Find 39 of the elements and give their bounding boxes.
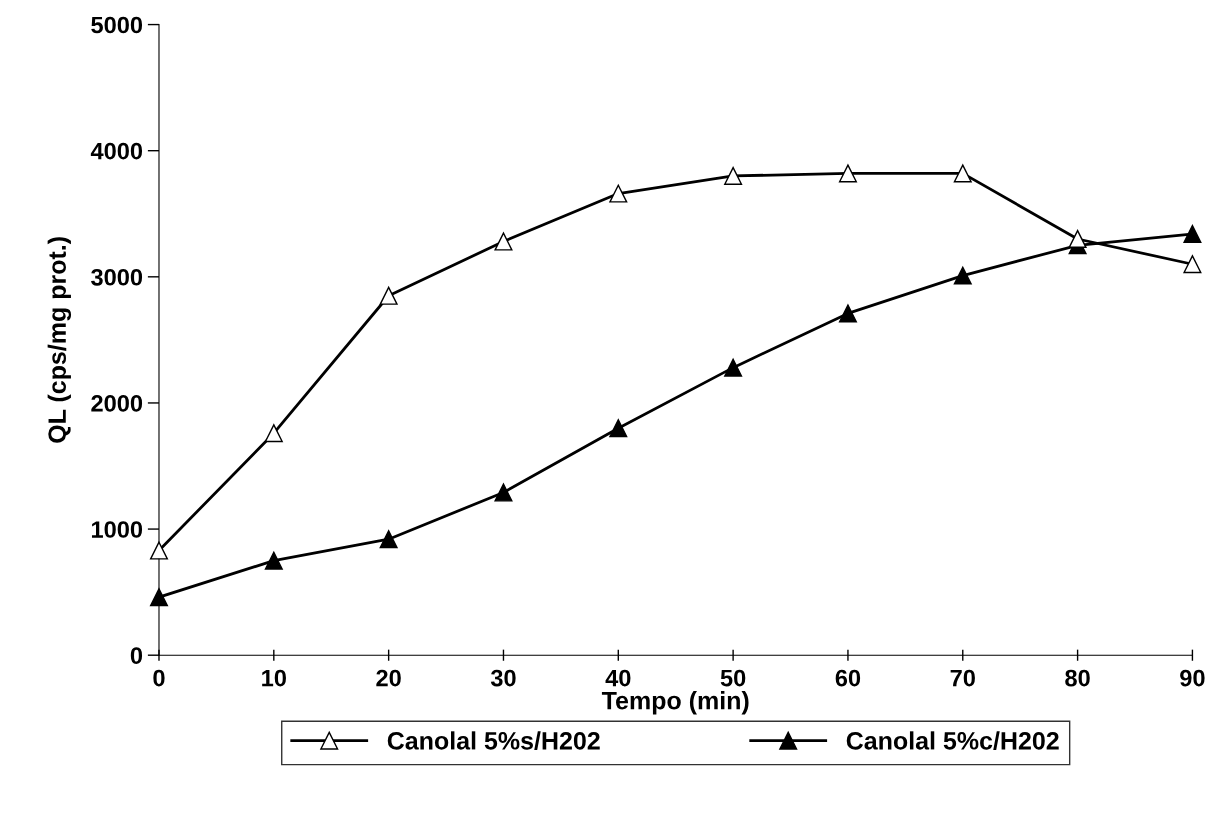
point: [149, 588, 169, 607]
point: [264, 551, 283, 570]
point: [379, 286, 398, 305]
point: [609, 419, 628, 438]
y-tick-label: 2000: [91, 395, 143, 412]
point: [953, 266, 972, 285]
y-tick-label: 0: [130, 647, 143, 664]
point: [494, 232, 513, 251]
point: [494, 483, 513, 502]
x-axis-title: Tempo (min): [601, 691, 749, 715]
y-tick-label: 1000: [91, 521, 143, 538]
point: [724, 166, 743, 185]
y-axis-title: QL (cps/mg prot.): [47, 237, 72, 443]
point: [1183, 224, 1202, 243]
x-tick-label: 20: [376, 669, 401, 687]
x-tick-label: 70: [950, 669, 975, 687]
y-tick-label: 4000: [90, 142, 143, 160]
x-tick-label: 10: [262, 669, 286, 687]
y-tick-label: 3000: [91, 268, 143, 286]
point: [264, 424, 283, 443]
x-tick-label: 80: [1065, 669, 1090, 687]
point: [1068, 229, 1087, 249]
legend-label: Canolal 5%s/H202: [387, 731, 600, 750]
point: [379, 530, 398, 549]
point: [953, 164, 972, 183]
y-tick-label: 5000: [91, 16, 143, 34]
x-tick-label: 0: [153, 669, 165, 687]
x-tick-label: 60: [835, 669, 861, 687]
point: [149, 541, 169, 560]
x-tick-label: 30: [490, 669, 516, 687]
x-tick-label: 50: [720, 669, 746, 687]
legend-label: Canolal 5%c/H202: [846, 731, 1059, 750]
point: [838, 164, 857, 183]
x-tick-label: 90: [1180, 669, 1205, 687]
point: [724, 358, 743, 377]
point: [1183, 255, 1202, 274]
point: [838, 304, 857, 323]
point: [609, 184, 628, 203]
x-tick-label: 40: [605, 669, 631, 687]
